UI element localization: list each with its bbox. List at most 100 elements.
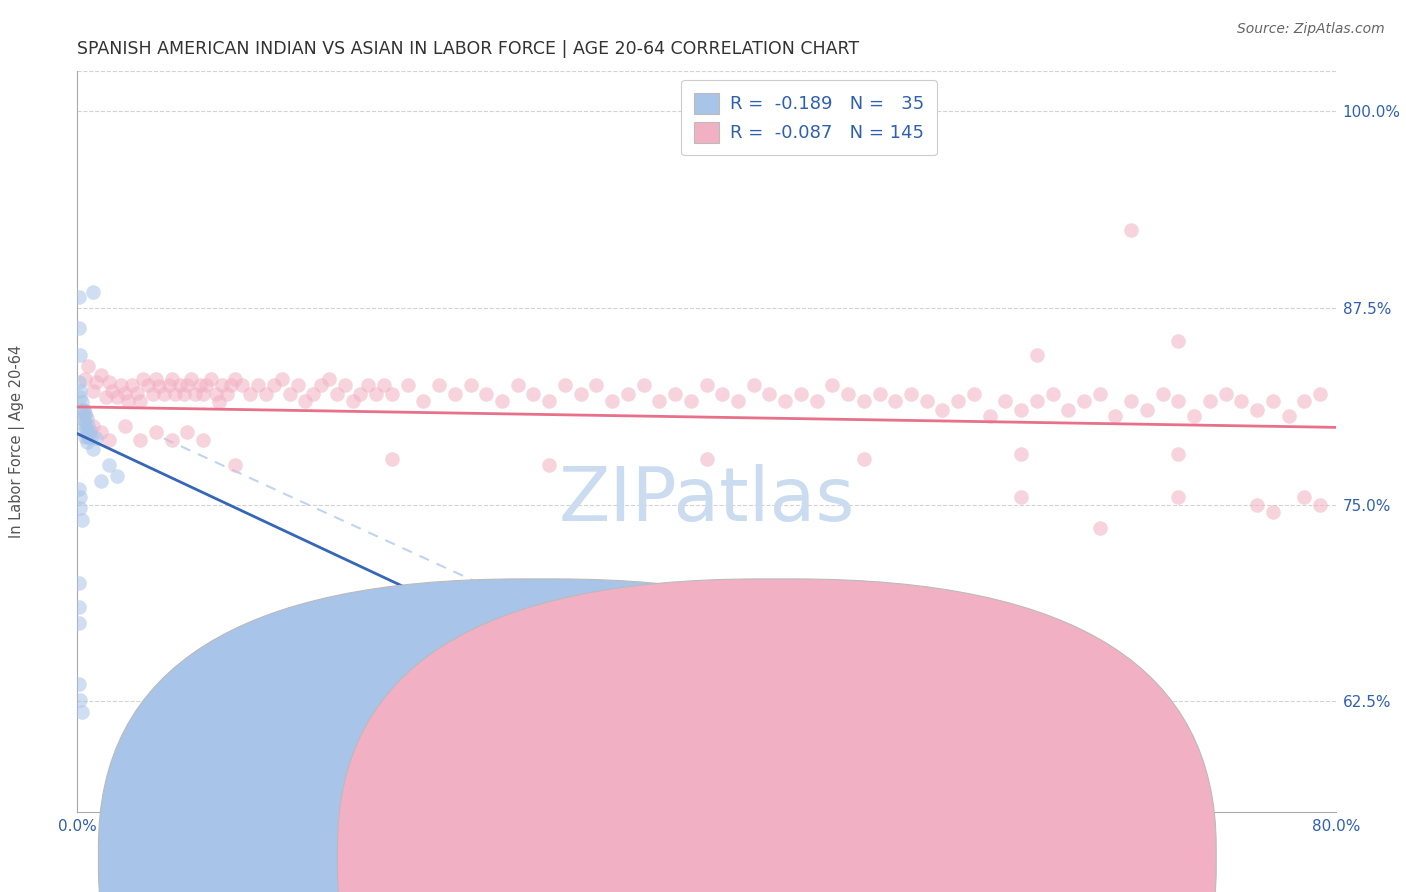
Point [82, 442, 104, 457]
Point [105, 469, 128, 483]
Point [173, 387, 195, 401]
Point [191, 681, 215, 696]
Point [711, 387, 734, 401]
Point [963, 387, 986, 401]
Point [97, 458, 120, 472]
Point [204, 387, 226, 401]
Point [1198, 393, 1220, 408]
Point [184, 387, 207, 401]
Point [1261, 393, 1284, 408]
Point [114, 385, 136, 400]
Point [806, 393, 828, 408]
Point [758, 387, 780, 401]
Point [1121, 393, 1143, 408]
Point [931, 403, 953, 417]
Point [70, 513, 93, 527]
Point [79, 424, 101, 438]
Point [70, 706, 93, 720]
Point [76, 434, 98, 449]
Point [1010, 403, 1032, 417]
Point [67, 576, 90, 591]
Point [191, 433, 215, 447]
Point [67, 615, 90, 630]
Point [105, 391, 128, 405]
Point [294, 393, 316, 408]
Point [396, 377, 419, 392]
Point [381, 451, 404, 466]
Point [114, 418, 136, 433]
Point [318, 371, 340, 385]
Point [1057, 403, 1080, 417]
Point [72, 424, 94, 438]
Point [366, 387, 388, 401]
Point [349, 387, 371, 401]
Point [1025, 348, 1047, 362]
Point [287, 377, 309, 392]
Point [191, 387, 215, 401]
Point [90, 368, 112, 383]
Point [75, 371, 97, 385]
Point [696, 377, 718, 392]
Point [326, 387, 349, 401]
Point [224, 371, 246, 385]
Point [412, 393, 434, 408]
Point [75, 430, 97, 444]
Point [1182, 409, 1205, 424]
Point [77, 418, 100, 433]
Point [884, 393, 907, 408]
Point [270, 371, 292, 385]
Point [1025, 393, 1047, 408]
Point [1294, 490, 1316, 504]
Point [221, 377, 243, 392]
Point [475, 387, 498, 401]
Point [852, 393, 875, 408]
Point [188, 377, 211, 392]
Point [67, 599, 90, 614]
Point [84, 375, 107, 389]
Text: Spanish American Indians: Spanish American Indians [560, 850, 749, 864]
Point [247, 377, 270, 392]
Text: Source: ZipAtlas.com: Source: ZipAtlas.com [1237, 22, 1385, 37]
Text: Asians: Asians [799, 850, 846, 864]
Point [70, 411, 93, 425]
Point [101, 384, 124, 398]
Point [491, 393, 513, 408]
Point [231, 377, 253, 392]
Point [790, 387, 813, 401]
Point [1261, 505, 1284, 519]
Point [69, 693, 91, 707]
Point [600, 393, 623, 408]
Point [69, 500, 91, 515]
Point [664, 387, 686, 401]
Point [129, 393, 152, 408]
Point [679, 393, 702, 408]
Point [263, 377, 285, 392]
Point [821, 377, 844, 392]
Point [176, 377, 198, 392]
Point [1010, 490, 1032, 504]
Point [82, 418, 104, 433]
Point [129, 433, 152, 447]
Point [169, 377, 191, 392]
Point [506, 377, 529, 392]
Point [121, 377, 143, 392]
Point [1104, 409, 1126, 424]
Point [1073, 393, 1095, 408]
Point [200, 371, 222, 385]
Point [160, 433, 183, 447]
Point [1246, 498, 1268, 512]
Point [1121, 223, 1143, 237]
Point [208, 395, 231, 409]
Point [69, 384, 91, 398]
Point [617, 387, 640, 401]
Point [75, 406, 97, 420]
Point [444, 387, 467, 401]
Point [90, 474, 112, 488]
Point [67, 677, 90, 691]
Point [1309, 387, 1331, 401]
Point [1167, 393, 1189, 408]
Point [69, 348, 91, 362]
Point [163, 387, 186, 401]
Point [460, 377, 482, 392]
Point [1136, 403, 1159, 417]
